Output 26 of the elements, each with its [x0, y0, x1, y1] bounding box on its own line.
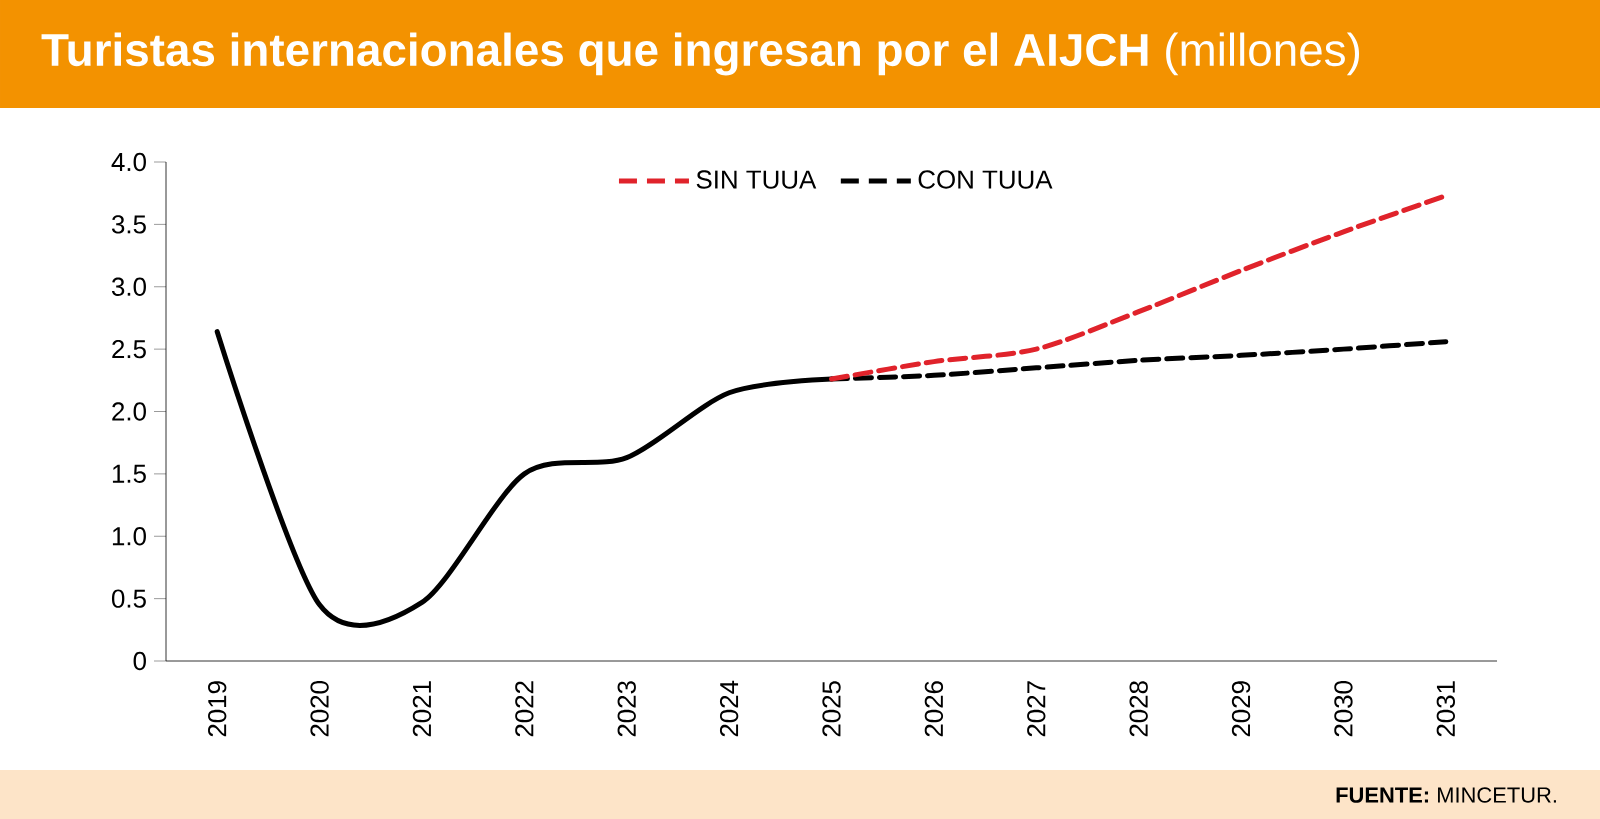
legend-label: CON TUUA	[918, 170, 1053, 189]
y-tick-label: 4.0	[111, 152, 146, 172]
y-tick-label: 0	[133, 651, 146, 671]
y-tick-label: 3.0	[111, 277, 146, 296]
y-tick-label: 1.5	[112, 464, 146, 483]
y-tick-label: 2.0	[112, 402, 146, 421]
legend-label: SIN TUUA	[696, 170, 817, 189]
x-tick-label: 2021	[412, 681, 432, 737]
x-tick-label: 2027	[1027, 681, 1046, 737]
x-tick-label: 2020	[310, 681, 329, 737]
x-tick-label: 2022	[515, 681, 534, 737]
y-tick-label: 0.5	[111, 589, 146, 608]
x-tick-label: 2030	[1334, 681, 1353, 737]
y-tick-label: 3.5	[111, 215, 146, 234]
y-tick-label: 1.0	[112, 527, 146, 546]
text: FUENTE: MINCETUR.	[1336, 787, 1556, 803]
x-tick-label: 2029	[1231, 681, 1251, 737]
x-tick-label: 2019	[208, 681, 227, 737]
x-tick-label: 2024	[719, 680, 739, 737]
x-tick-label: 2026	[924, 681, 944, 737]
x-tick-label: 2023	[617, 681, 636, 737]
x-tick-label: 2031	[1436, 681, 1455, 737]
chart-title: Turistas internacionales que ingresan por el AIJCH (millones)	[41, 32, 1360, 76]
y-tick-label: 2.5	[112, 339, 146, 359]
x-tick-label: 2028	[1129, 681, 1148, 737]
x-tick-label: 2025	[822, 681, 841, 737]
